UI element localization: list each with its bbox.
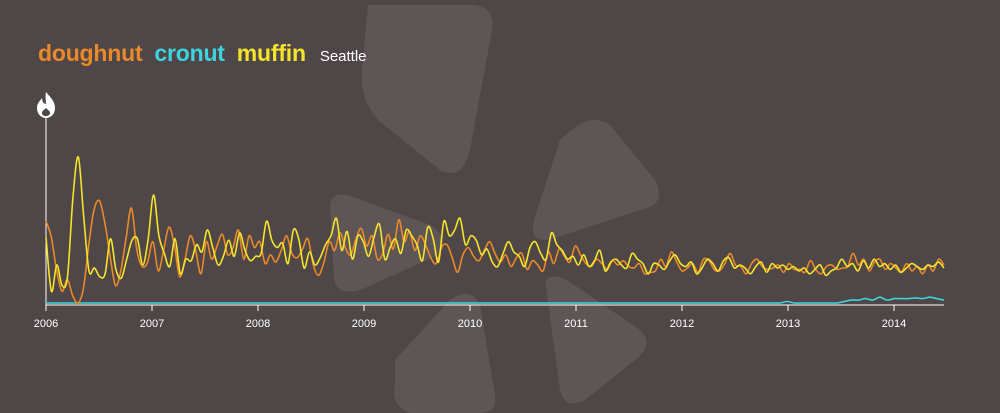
chart-legend: doughnut cronut muffin Seattle xyxy=(38,40,367,72)
x-tick-label-2013: 2013 xyxy=(776,318,800,330)
watermark-petal-upper-right xyxy=(532,120,660,240)
series-line-doughnut xyxy=(45,199,945,304)
series-line-muffin xyxy=(45,156,945,293)
x-tick-label-2011: 2011 xyxy=(564,318,588,330)
flame-icon xyxy=(37,92,55,118)
x-tick-label-2010: 2010 xyxy=(458,318,482,330)
x-tick-label-2006: 2006 xyxy=(34,318,58,330)
x-tick-label-2009: 2009 xyxy=(352,318,376,330)
legend-location: Seattle xyxy=(319,48,367,65)
x-tick-label-2008: 2008 xyxy=(246,318,270,330)
legend-term-muffin[interactable]: muffin xyxy=(236,40,306,66)
yelp-burst-watermark xyxy=(330,5,660,413)
watermark-petal-upper-left xyxy=(330,194,444,292)
x-axis-ticks: 2006 2007 2008 2009 2010 2011 2012 2013 2014 xyxy=(34,305,906,330)
watermark-petal-top xyxy=(361,5,493,174)
legend-term-doughnut[interactable]: doughnut xyxy=(38,40,143,66)
x-tick-label-2007: 2007 xyxy=(140,318,164,330)
watermark-petal-lower-right xyxy=(545,276,647,404)
series-layer xyxy=(45,156,945,304)
x-tick-label-2014: 2014 xyxy=(882,318,906,330)
watermark-petal-lower-left xyxy=(394,293,496,413)
legend-term-cronut[interactable]: cronut xyxy=(154,40,225,66)
x-tick-label-2012: 2012 xyxy=(670,318,694,330)
series-line-cronut xyxy=(46,296,945,304)
